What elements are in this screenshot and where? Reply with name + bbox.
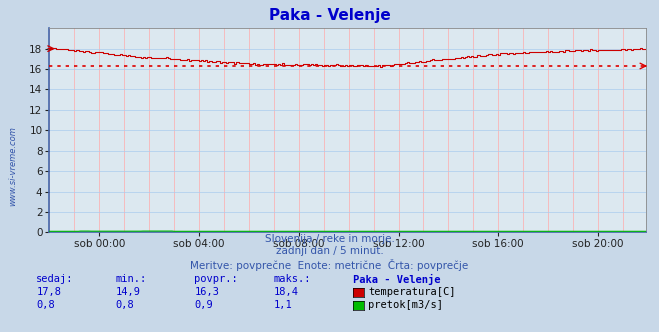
Text: www.si-vreme.com: www.si-vreme.com (8, 126, 17, 206)
Text: 14,9: 14,9 (115, 287, 140, 297)
Text: povpr.:: povpr.: (194, 274, 238, 284)
Text: Paka - Velenje: Paka - Velenje (269, 8, 390, 23)
Text: temperatura[C]: temperatura[C] (368, 287, 456, 297)
Text: Paka - Velenje: Paka - Velenje (353, 274, 440, 285)
Text: sedaj:: sedaj: (36, 274, 74, 284)
Text: maks.:: maks.: (273, 274, 311, 284)
Text: pretok[m3/s]: pretok[m3/s] (368, 300, 444, 310)
Text: 1,1: 1,1 (273, 300, 292, 310)
Text: 0,8: 0,8 (36, 300, 55, 310)
Text: Meritve: povprečne  Enote: metrične  Črta: povprečje: Meritve: povprečne Enote: metrične Črta:… (190, 259, 469, 271)
Text: 0,9: 0,9 (194, 300, 213, 310)
Text: 16,3: 16,3 (194, 287, 219, 297)
Text: min.:: min.: (115, 274, 146, 284)
Text: 17,8: 17,8 (36, 287, 61, 297)
Text: 18,4: 18,4 (273, 287, 299, 297)
Text: zadnji dan / 5 minut.: zadnji dan / 5 minut. (275, 246, 384, 256)
Text: 0,8: 0,8 (115, 300, 134, 310)
Text: Slovenija / reke in morje.: Slovenija / reke in morje. (264, 234, 395, 244)
